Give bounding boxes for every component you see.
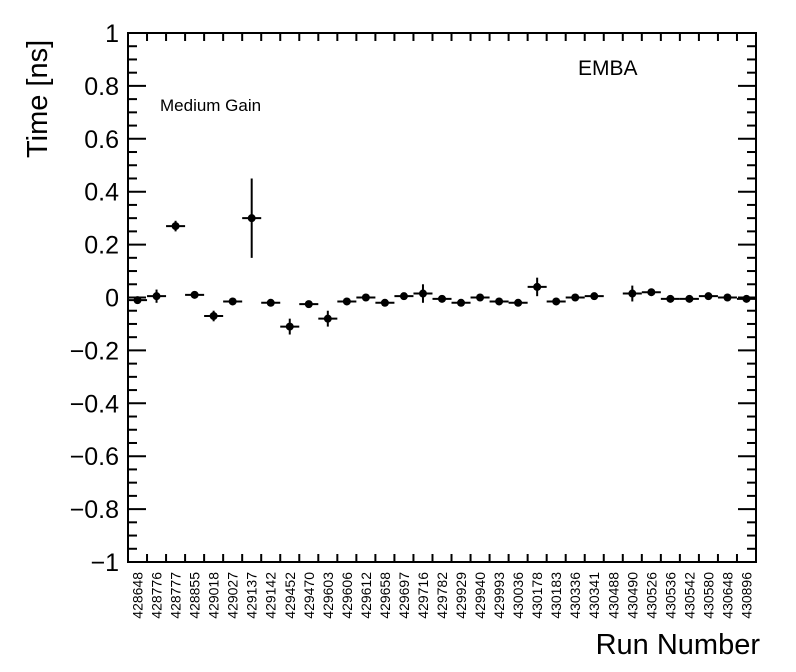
data-point (133, 296, 142, 305)
y-tick-label: −0.2 (70, 337, 119, 365)
x-tick-label: 429993 (491, 572, 507, 619)
x-tick-label: 429716 (415, 572, 431, 619)
x-tick-label: 430183 (548, 572, 564, 619)
x-tick-label: 430178 (529, 572, 545, 619)
data-point (228, 297, 237, 306)
data-point (418, 289, 427, 298)
x-tick-label: 430648 (719, 572, 735, 619)
gain-annotation: Medium Gain (160, 96, 262, 115)
x-tick-label: 428855 (187, 572, 203, 619)
y-tick-label: 0.6 (84, 126, 119, 154)
x-tick-label: 429929 (453, 572, 469, 619)
x-tick-label: 429018 (206, 572, 222, 619)
data-point (399, 292, 408, 301)
x-tick-label: 430341 (586, 572, 602, 619)
x-axis-title: Run Number (595, 629, 760, 661)
x-tick-label: 430036 (510, 572, 526, 619)
data-point (590, 292, 599, 301)
x-tick-label: 429612 (358, 572, 374, 619)
data-point (742, 294, 751, 303)
x-tick-label: 430896 (738, 572, 754, 619)
data-point (685, 294, 694, 303)
data-point (514, 298, 523, 307)
data-point (209, 312, 218, 321)
data-point (323, 314, 332, 323)
data-point (533, 282, 542, 291)
y-tick-label: −0.8 (70, 496, 119, 524)
y-tick-label: −0.6 (70, 443, 119, 471)
data-point (247, 214, 256, 223)
x-tick-label: 429137 (244, 572, 260, 619)
data-point (438, 294, 446, 303)
x-tick-label: 430490 (624, 572, 640, 619)
x-tick-label: 429940 (472, 572, 488, 619)
y-axis-title: Time [ns] (22, 39, 54, 158)
data-point (285, 322, 294, 331)
x-tick-label: 430536 (662, 572, 678, 619)
x-tick-label: 428777 (168, 572, 184, 619)
y-tick-label: 0.8 (84, 73, 119, 101)
data-point (571, 293, 580, 302)
data-point (552, 297, 561, 306)
x-tick-label: 429027 (225, 572, 241, 619)
x-tick-label: 429606 (339, 572, 355, 619)
x-tick-label: 428648 (130, 572, 146, 619)
y-tick-label: −0.4 (70, 390, 119, 418)
data-point (266, 298, 275, 307)
data-point (380, 298, 389, 307)
y-tick-label: 0.4 (84, 179, 119, 207)
x-tick-label: 429697 (396, 572, 412, 619)
x-tick-label: 429782 (434, 572, 450, 619)
detector-annotation: EMBA (578, 57, 638, 80)
data-point (704, 292, 713, 301)
data-point (457, 298, 466, 307)
y-tick-label: 0 (105, 285, 119, 313)
data-point (190, 290, 199, 299)
x-tick-label: 430488 (605, 572, 621, 619)
data-point (495, 297, 504, 306)
x-tick-label: 429603 (320, 572, 336, 619)
y-tick-label: −1 (90, 549, 119, 577)
data-point (304, 300, 313, 309)
data-point (723, 293, 732, 302)
x-tick-label: 429452 (282, 572, 298, 619)
data-point (152, 292, 161, 301)
data-point (171, 222, 180, 231)
x-tick-label: 430542 (681, 572, 697, 619)
y-tick-label: 1 (105, 20, 119, 48)
x-tick-label: 429142 (263, 572, 279, 619)
data-point (666, 294, 675, 303)
data-point (628, 289, 637, 298)
x-tick-label: 429658 (377, 572, 393, 619)
data-point (361, 293, 370, 302)
x-tick-label: 428776 (149, 572, 165, 619)
data-point (342, 297, 351, 306)
x-tick-label: 429470 (301, 572, 317, 619)
x-tick-label: 430336 (567, 572, 583, 619)
data-point (647, 288, 656, 297)
data-point (476, 293, 485, 302)
x-tick-label: 430526 (643, 572, 659, 619)
y-tick-label: 0.2 (84, 232, 119, 260)
x-tick-label: 430580 (700, 572, 716, 619)
